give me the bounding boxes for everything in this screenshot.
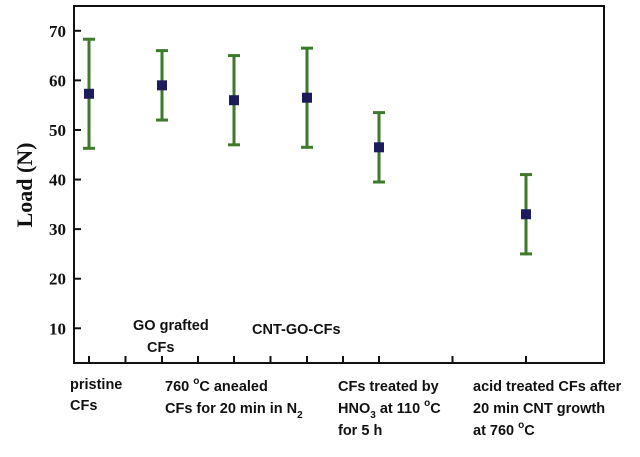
data-point-marker <box>302 92 312 103</box>
x-axis <box>88 356 527 363</box>
category-label-pristine: pristine CFs <box>70 377 126 414</box>
category-label-go-grafted: GO grafted CFs <box>133 318 213 356</box>
y-tick-label: 10 <box>49 319 66 338</box>
category-label-annealed: 760 oC anealed CFs for 20 min in N2 <box>165 376 303 421</box>
y-tick-label: 50 <box>49 121 66 140</box>
y-tick-label: 70 <box>49 22 66 41</box>
category-label-hno3-treated: CFs treated by HNO3 at 110 oC for 5 h <box>338 379 445 439</box>
y-tick-label: 40 <box>49 171 66 190</box>
data-point-marker <box>521 209 531 220</box>
data-point-marker <box>374 142 384 153</box>
y-axis-title: Load (N) <box>12 143 37 228</box>
data-point-marker <box>84 88 94 99</box>
error-bars <box>83 37 532 256</box>
y-tick-label: 60 <box>49 71 66 90</box>
y-tick-label: 20 <box>49 270 66 289</box>
category-labels: pristine CFs GO grafted CFs 760 oC aneal… <box>70 318 625 439</box>
data-point-marker <box>229 95 239 106</box>
category-label-acid-treated: acid treated CFs after 20 min CNT growth… <box>473 379 625 439</box>
y-axis: 10 20 30 40 50 60 70 <box>49 22 81 338</box>
plot-frame <box>73 5 605 364</box>
data-point-marker <box>157 80 167 91</box>
y-tick-label: 30 <box>49 220 66 239</box>
category-label-cnt-go-cfs: CNT-GO-CFs <box>252 322 341 338</box>
